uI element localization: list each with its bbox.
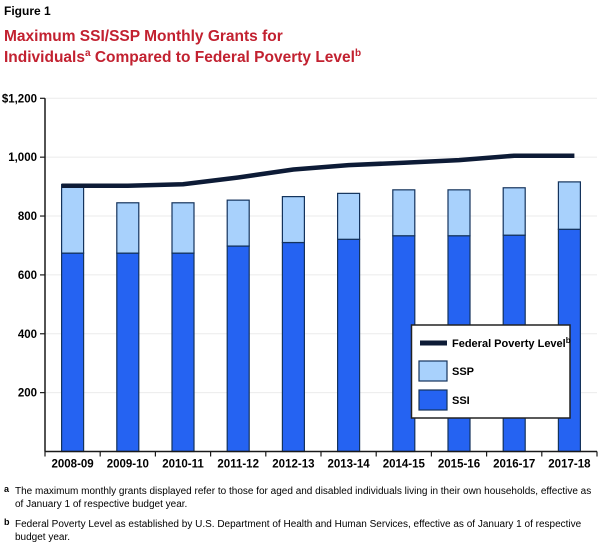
ssp-bar-2017-18 bbox=[557, 181, 582, 230]
figure-title: Maximum SSI/SSP Monthly Grants for Indiv… bbox=[4, 26, 361, 68]
x-axis-label-2011-12: 2011-12 bbox=[217, 459, 259, 471]
ssi-bar-2013-14 bbox=[337, 238, 361, 453]
footnote-a-marker: a bbox=[4, 484, 10, 494]
ssp-bar-2015-16 bbox=[447, 189, 471, 237]
ssi-bar-2010-11 bbox=[171, 252, 195, 453]
y-axis-label: 400 bbox=[18, 329, 37, 341]
ssi-bar-2009-10 bbox=[116, 252, 140, 453]
legend-fpl-label: Federal Poverty Levelb bbox=[452, 336, 571, 350]
x-axis-label-2010-11: 2010-11 bbox=[162, 459, 204, 471]
ssp-bar-2013-14 bbox=[337, 192, 361, 240]
ssi-bar-2012-13 bbox=[281, 241, 305, 453]
ssp-bar-2016-17 bbox=[502, 187, 526, 236]
figure-label: Figure 1 bbox=[4, 4, 51, 18]
x-axis-label-2017-18: 2017-18 bbox=[548, 459, 591, 471]
y-axis-label: $1,200 bbox=[2, 93, 37, 105]
x-axis-label-2009-10: 2009-10 bbox=[107, 459, 149, 471]
x-axis-label-2014-15: 2014-15 bbox=[383, 459, 426, 471]
title-line1: Maximum SSI/SSP Monthly Grants for bbox=[4, 28, 283, 45]
y-axis-label: 800 bbox=[18, 211, 37, 223]
x-axis-label-2008-09: 2008-09 bbox=[51, 459, 93, 471]
ssp-bar-2011-12 bbox=[226, 199, 250, 247]
y-axis-label: 1,000 bbox=[8, 152, 37, 164]
ssp-bar-2014-15 bbox=[392, 189, 416, 237]
legend-ssi-label: SSI bbox=[452, 395, 470, 407]
y-axis-label: 600 bbox=[18, 270, 37, 282]
legend-ssp-label: SSP bbox=[452, 366, 474, 378]
ssi-ssp-grants-chart: $1,200 1,000 800 600 400 200 2008-09 2009-10 201… bbox=[2, 93, 598, 471]
ssp-bar-2009-10 bbox=[116, 202, 140, 254]
footnotes: a The maximum monthly grants displayed r… bbox=[4, 484, 598, 551]
y-axis-label: 200 bbox=[18, 388, 37, 400]
title-line2-continued: Compared to Federal Poverty Level bbox=[90, 49, 355, 66]
ssi-bar-2011-12 bbox=[226, 245, 250, 453]
x-axis-label-2012-13: 2012-13 bbox=[272, 459, 314, 471]
footnote-a-text: The maximum monthly grants displayed ref… bbox=[15, 486, 592, 510]
footnote-b-text: Federal Poverty Level as established by … bbox=[15, 519, 582, 543]
title-superscript-b: b bbox=[354, 47, 362, 59]
ssp-bar-2008-09 bbox=[60, 183, 85, 254]
title-line2: Individuals bbox=[4, 49, 85, 66]
footnote-b: b Federal Poverty Level as established b… bbox=[4, 517, 598, 544]
title-superscript-a: a bbox=[84, 47, 91, 59]
x-axis-label-2015-16: 2015-16 bbox=[438, 459, 480, 471]
ssi-bar-2008-09 bbox=[60, 252, 85, 453]
x-axis-label-2013-14: 2013-14 bbox=[327, 459, 370, 471]
legend-ssp-swatch bbox=[418, 360, 448, 382]
federal-poverty-level-line bbox=[61, 153, 575, 188]
legend-ssi-swatch bbox=[418, 389, 448, 411]
footnote-a: a The maximum monthly grants displayed r… bbox=[4, 484, 598, 511]
ssp-bar-2010-11 bbox=[171, 202, 195, 254]
x-axis-label-2016-17: 2016-17 bbox=[493, 459, 535, 471]
ssp-bar-2012-13 bbox=[281, 196, 305, 244]
footnote-b-marker: b bbox=[4, 517, 10, 527]
